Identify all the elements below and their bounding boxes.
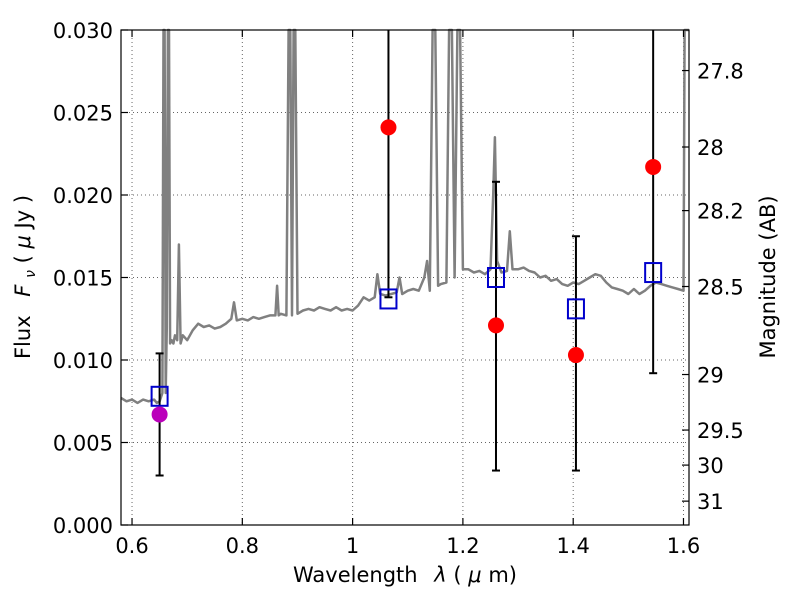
model-flux-square [379, 288, 398, 310]
y2-axis-ticks: 27.8 28 28.2 28.5 29 29.5 30 31 [682, 60, 744, 514]
observed-flux-point [151, 406, 168, 423]
y-axis-title: Flux F ν ( μ Jy ) [11, 195, 40, 359]
x-axis-title: Wavelength λ ( μ m) [293, 563, 517, 587]
y-axis-ticks: 0.000 0.005 0.010 0.015 0.020 0.025 0.030 [53, 19, 128, 538]
observed-flux-markers [151, 119, 662, 423]
y2-tick-label: 27.8 [697, 60, 744, 84]
spectrum-layer [120, 28, 689, 405]
model-flux-markers [150, 262, 663, 407]
observed-flux-point [645, 158, 662, 175]
y2-tick-label: 29 [697, 364, 724, 388]
y-tick-label: 0.030 [53, 19, 113, 43]
y2-tick-label: 28 [697, 136, 724, 160]
x-tick-label: 0.8 [226, 534, 259, 558]
y2-tick-label: 28.2 [697, 200, 744, 224]
y2-tick-label: 28.5 [697, 276, 744, 300]
x-tick-label: 1.4 [556, 534, 589, 558]
error-bars [155, 30, 658, 477]
x-tick-label: 1.6 [667, 534, 700, 558]
model-spectrum-line [120, 28, 689, 405]
model-flux-square [150, 385, 169, 407]
model-flux-square [566, 298, 585, 320]
model-flux-square [486, 267, 505, 288]
y-tick-label: 0.005 [53, 432, 113, 456]
x-tick-label: 1.2 [446, 534, 479, 558]
x-axis-ticks: 0.6 0.8 1 1.2 1.4 1.6 [115, 30, 700, 558]
y-tick-label: 0.010 [53, 349, 113, 373]
observed-flux-point [380, 119, 397, 136]
y-tick-label: 0.020 [53, 184, 113, 208]
y-tick-label: 0.000 [53, 514, 113, 538]
observed-flux-point [487, 317, 504, 334]
y2-tick-label: 30 [697, 454, 724, 478]
y2-tick-label: 29.5 [697, 419, 744, 443]
y2-tick-label: 31 [697, 490, 724, 514]
observed-flux-point [567, 347, 584, 364]
y2-axis-title: Magnitude (AB) [756, 195, 780, 358]
x-tick-label: 0.6 [115, 534, 148, 558]
x-tick-label: 1 [346, 534, 359, 558]
model-flux-square [644, 262, 663, 284]
y-tick-label: 0.015 [53, 267, 113, 291]
y-tick-label: 0.025 [53, 102, 113, 126]
